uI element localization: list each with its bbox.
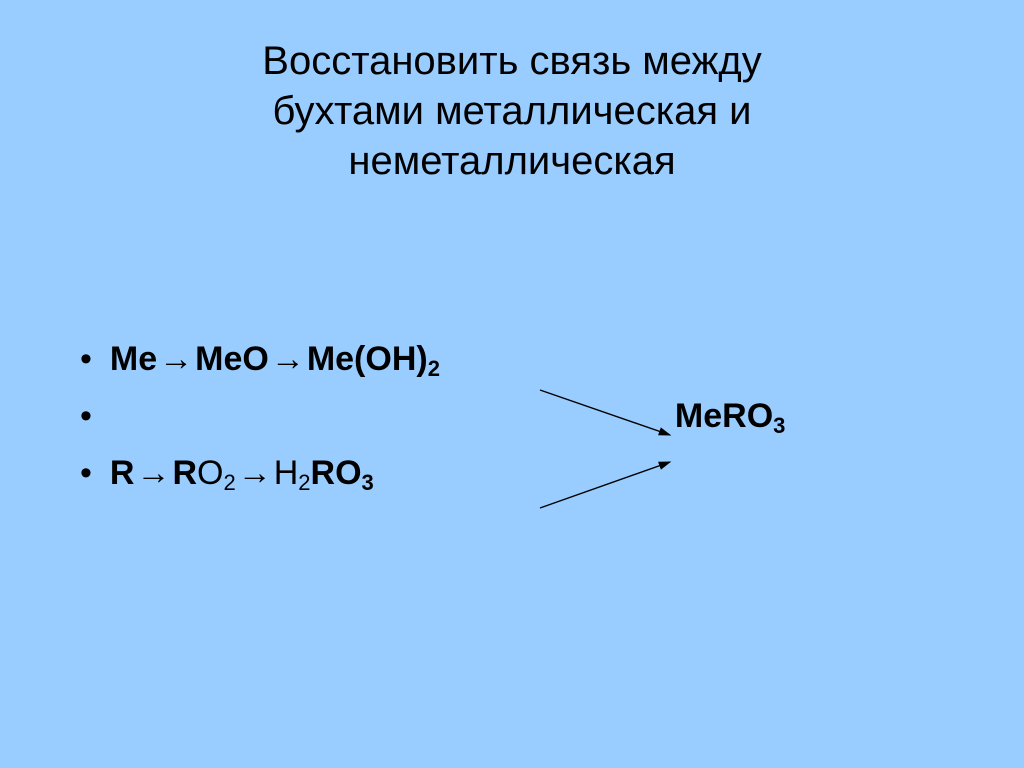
bullet-row-1: • Me → MeO → Me(OH) 2 <box>80 340 785 379</box>
slide-title: Восстановить связь между бухтами металли… <box>0 0 1024 186</box>
bullet-row-3: • R → R O 2 → H 2 RO 3 <box>80 454 785 493</box>
title-line-3: неметаллическая <box>348 139 675 183</box>
formula-2: MeRO 3 <box>675 397 785 436</box>
bullet-marker: • <box>80 399 92 433</box>
formula-3: R → R O 2 → H 2 RO 3 <box>110 454 374 493</box>
title-line-1: Восстановить связь между <box>262 39 761 83</box>
slide-body: • Me → MeO → Me(OH) 2 • MeRO 3 • R → R O… <box>80 340 785 511</box>
title-line-2: бухтами металлическая и <box>272 89 751 133</box>
bullet-marker: • <box>80 342 92 376</box>
bullet-marker: • <box>80 456 92 490</box>
formula-1: Me → MeO → Me(OH) 2 <box>110 340 440 379</box>
bullet-row-2: • MeRO 3 <box>80 397 785 436</box>
